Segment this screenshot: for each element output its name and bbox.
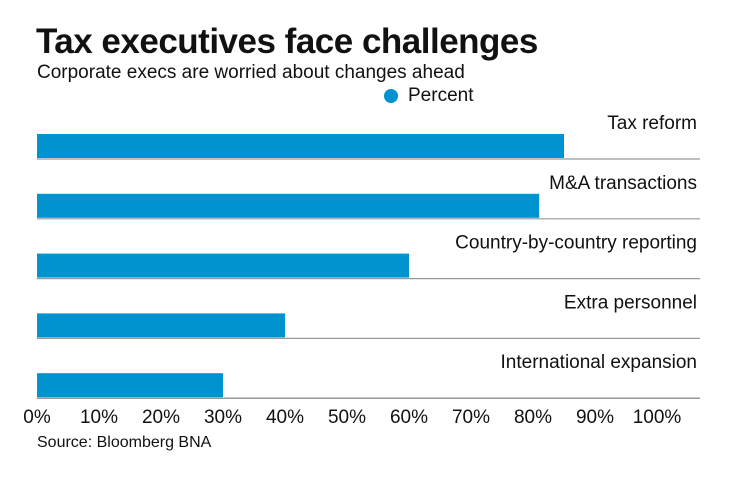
category-label: Tax reform: [607, 113, 697, 134]
x-tick-label: 100%: [633, 407, 682, 428]
bar: [37, 313, 285, 338]
bar: [37, 193, 540, 218]
x-tick-label: 70%: [452, 407, 490, 428]
x-tick-label: 40%: [266, 407, 304, 428]
category-label: Country-by-country reporting: [455, 233, 697, 254]
legend-label: Percent: [408, 85, 474, 106]
category-label: Extra personnel: [564, 292, 697, 313]
legend-marker: [384, 89, 398, 103]
category-label: M&A transactions: [549, 173, 697, 194]
bar: [37, 134, 564, 158]
x-tick-label: 20%: [142, 407, 180, 428]
chart-title: Tax executives face challenges: [36, 22, 538, 61]
source-note: Source: Bloomberg BNA: [37, 434, 212, 451]
x-tick-label: 30%: [204, 407, 242, 428]
bar: [37, 253, 409, 278]
chart-subtitle: Corporate execs are worried about change…: [37, 62, 465, 83]
x-tick-label: 90%: [576, 407, 614, 428]
x-tick-label: 80%: [514, 407, 552, 428]
x-tick-label: 60%: [390, 407, 428, 428]
bar: [37, 373, 223, 398]
x-tick-label: 50%: [328, 407, 366, 428]
x-tick-label: 10%: [80, 407, 118, 428]
x-tick-label: 0%: [23, 407, 51, 428]
category-label: International expansion: [501, 352, 697, 373]
legend: Percent: [384, 85, 473, 107]
